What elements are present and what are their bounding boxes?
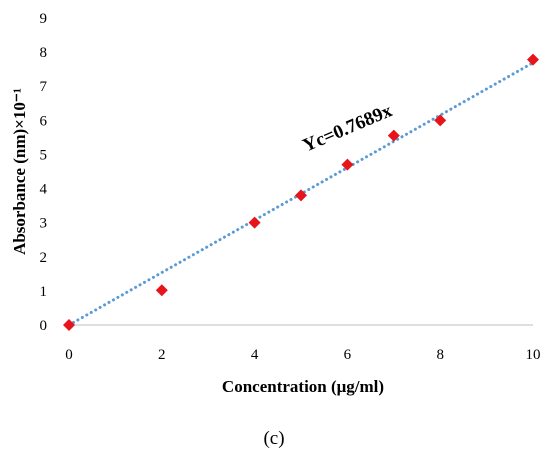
data-point: [248, 216, 261, 229]
y-tick-label: 0: [40, 318, 48, 334]
x-tick-label: 4: [251, 347, 259, 363]
y-tick-label: 7: [40, 79, 48, 95]
y-tick-label: 4: [40, 182, 48, 198]
data-point: [341, 158, 354, 171]
data-point: [63, 319, 75, 331]
y-tick-labels: 0 1 2 3 4 5 6 7 8 9: [40, 11, 48, 334]
x-tick-labels: 0 2 4 6 8 10: [65, 347, 540, 363]
y-tick-label: 5: [40, 147, 48, 163]
y-tick-label: 1: [40, 284, 48, 300]
data-point: [155, 284, 168, 297]
x-tick-label: 0: [65, 347, 73, 363]
x-tick-label: 10: [526, 347, 541, 363]
x-tick-label: 2: [158, 347, 166, 363]
data-point: [387, 129, 400, 142]
data-point: [527, 53, 539, 66]
y-tick-label: 3: [40, 216, 48, 232]
data-points: [63, 53, 539, 331]
data-point: [434, 114, 447, 127]
data-point: [295, 189, 307, 202]
x-axis-title: Concentration (μg/ml): [222, 377, 384, 396]
x-tick-label: 6: [344, 347, 352, 363]
y-tick-label: 9: [40, 11, 48, 27]
x-tick-label: 8: [436, 347, 444, 363]
y-tick-label: 2: [40, 250, 48, 266]
y-tick-label: 8: [40, 45, 48, 61]
y-tick-label: 6: [40, 113, 48, 129]
y-axis-title: Absorbance (nm)×10⁻¹: [10, 88, 29, 255]
trendline-equation: Yc=0.7689x: [300, 100, 396, 157]
panel-label: (c): [263, 428, 284, 449]
